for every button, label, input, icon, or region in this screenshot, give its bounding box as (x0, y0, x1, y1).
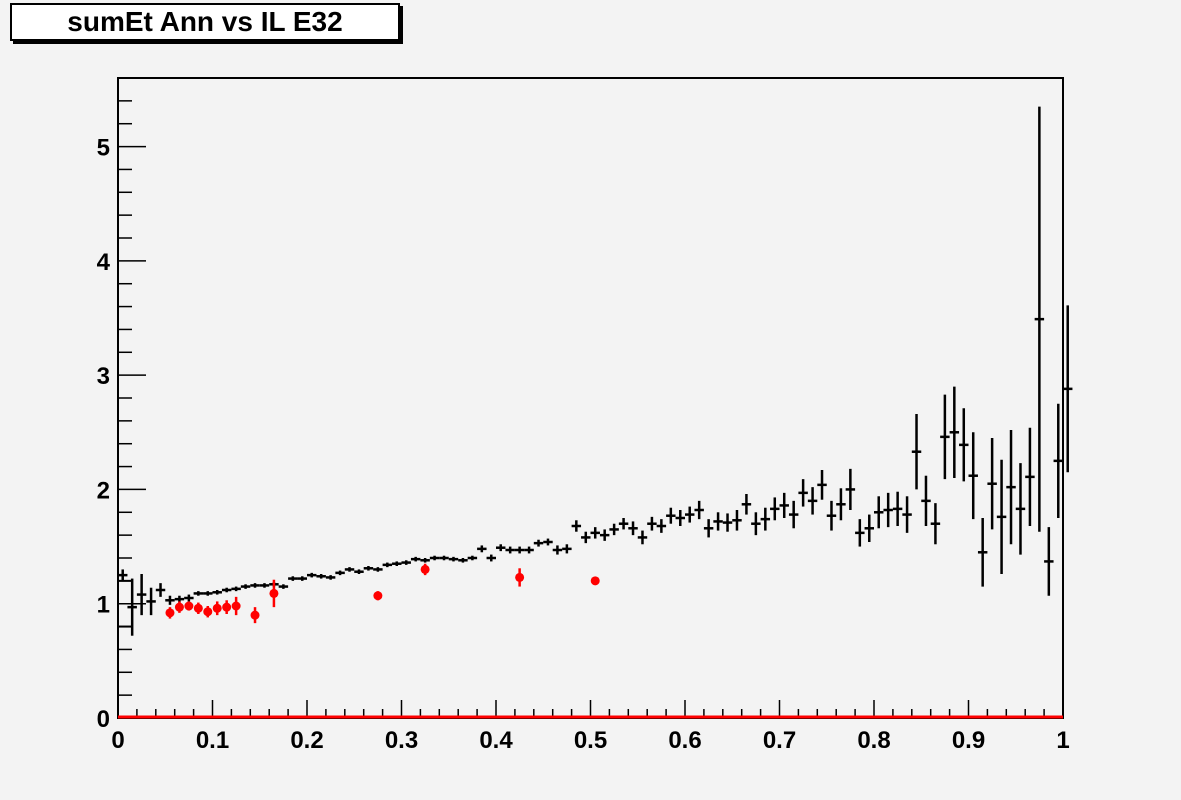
x-tick-label: 0.4 (479, 727, 513, 754)
data-point (515, 572, 525, 582)
data-point (174, 602, 184, 612)
data-point (212, 603, 222, 613)
x-tick-label: 0 (111, 727, 124, 754)
data-point (203, 607, 213, 617)
x-tick-label: 0.6 (668, 727, 701, 754)
y-tick-label: 3 (97, 363, 110, 390)
y-tick-label: 4 (97, 249, 111, 276)
y-tick-label: 5 (97, 135, 110, 162)
data-point (590, 576, 600, 586)
data-point (193, 603, 203, 613)
y-tick-label: 0 (97, 706, 110, 733)
plot-frame (117, 77, 1064, 719)
x-tick-label: 0.9 (952, 727, 985, 754)
y-tick-label: 1 (97, 592, 110, 619)
x-tick-label: 1 (1056, 727, 1069, 754)
x-tick-label: 0.2 (290, 727, 323, 754)
data-point (420, 564, 430, 574)
data-point (222, 602, 232, 612)
data-point (373, 591, 383, 601)
y-tick-label: 2 (97, 477, 110, 504)
x-tick-label: 0.7 (763, 727, 796, 754)
x-tick-label: 0.5 (574, 727, 607, 754)
data-point (250, 610, 260, 620)
data-point (269, 588, 279, 598)
x-tick-label: 0.1 (196, 727, 229, 754)
data-point (231, 601, 241, 611)
data-point (184, 601, 194, 611)
x-tick-label: 0.8 (857, 727, 890, 754)
data-point (165, 608, 175, 618)
x-tick-label: 0.3 (385, 727, 418, 754)
chart-title: sumEt Ann vs IL E32 (10, 3, 400, 41)
